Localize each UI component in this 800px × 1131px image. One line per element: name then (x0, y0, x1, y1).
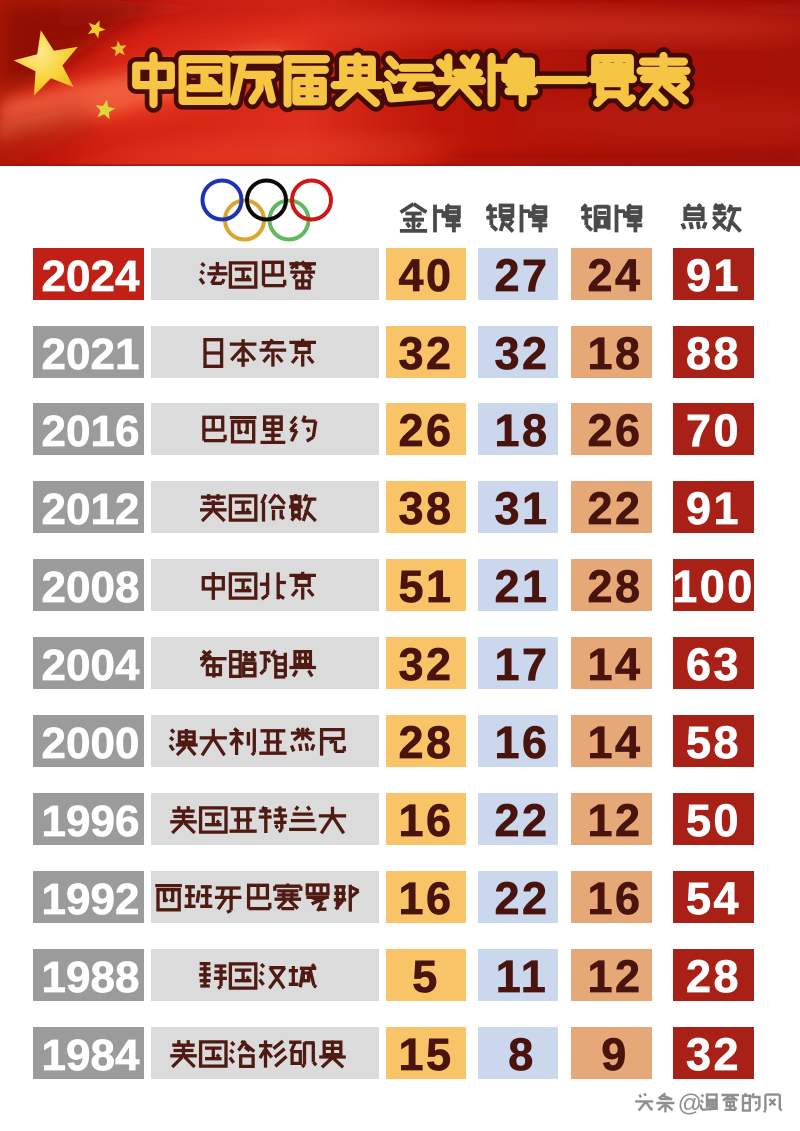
svg-text:1996: 1996 (42, 797, 140, 846)
svg-text:31: 31 (494, 483, 549, 534)
svg-text:22: 22 (587, 483, 642, 534)
svg-text:5: 5 (412, 951, 440, 1002)
svg-text:2012: 2012 (42, 485, 140, 534)
svg-text:21: 21 (494, 561, 549, 612)
svg-text:22: 22 (494, 873, 549, 924)
svg-text:18: 18 (587, 328, 642, 379)
svg-text:100: 100 (672, 561, 755, 612)
svg-text:28: 28 (398, 717, 453, 768)
svg-text:91: 91 (686, 250, 741, 301)
svg-text:12: 12 (587, 951, 642, 1002)
svg-text:91: 91 (686, 483, 741, 534)
svg-text:11: 11 (496, 951, 549, 1002)
svg-text:2024: 2024 (42, 252, 140, 301)
svg-text:8: 8 (508, 1029, 536, 1080)
svg-text:28: 28 (686, 951, 741, 1002)
svg-text:28: 28 (587, 561, 642, 612)
svg-text:1988: 1988 (42, 953, 140, 1002)
svg-text:2004: 2004 (42, 641, 140, 690)
svg-text:2008: 2008 (42, 563, 140, 612)
svg-text:14: 14 (587, 717, 642, 768)
svg-text:16: 16 (398, 873, 453, 924)
svg-text:16: 16 (587, 873, 642, 924)
svg-text:32: 32 (398, 639, 453, 690)
svg-text:2000: 2000 (42, 719, 140, 768)
svg-text:16: 16 (398, 795, 453, 846)
svg-text:9: 9 (601, 1029, 629, 1080)
svg-text:18: 18 (494, 405, 549, 456)
svg-text:24: 24 (587, 250, 642, 301)
svg-text:50: 50 (686, 795, 741, 846)
svg-text:26: 26 (398, 405, 453, 456)
svg-text:15: 15 (398, 1029, 453, 1080)
svg-text:88: 88 (686, 328, 741, 379)
svg-text:17: 17 (494, 639, 549, 690)
svg-text:58: 58 (686, 717, 741, 768)
svg-text:32: 32 (494, 328, 549, 379)
svg-text:14: 14 (587, 639, 642, 690)
svg-text:26: 26 (587, 405, 642, 456)
svg-text:32: 32 (686, 1029, 741, 1080)
svg-text:@: @ (678, 1090, 702, 1117)
svg-text:27: 27 (494, 250, 549, 301)
svg-text:63: 63 (686, 639, 741, 690)
svg-text:2021: 2021 (42, 330, 140, 379)
svg-text:40: 40 (398, 250, 453, 301)
svg-text:1984: 1984 (42, 1031, 140, 1080)
svg-text:12: 12 (587, 795, 642, 846)
svg-text:54: 54 (686, 873, 741, 924)
svg-text:2016: 2016 (42, 407, 140, 456)
svg-text:70: 70 (686, 405, 741, 456)
svg-text:1992: 1992 (42, 875, 140, 924)
svg-text:22: 22 (494, 795, 549, 846)
svg-text:32: 32 (398, 328, 453, 379)
svg-text:38: 38 (398, 483, 453, 534)
svg-text:51: 51 (398, 561, 453, 612)
svg-text:16: 16 (494, 717, 549, 768)
